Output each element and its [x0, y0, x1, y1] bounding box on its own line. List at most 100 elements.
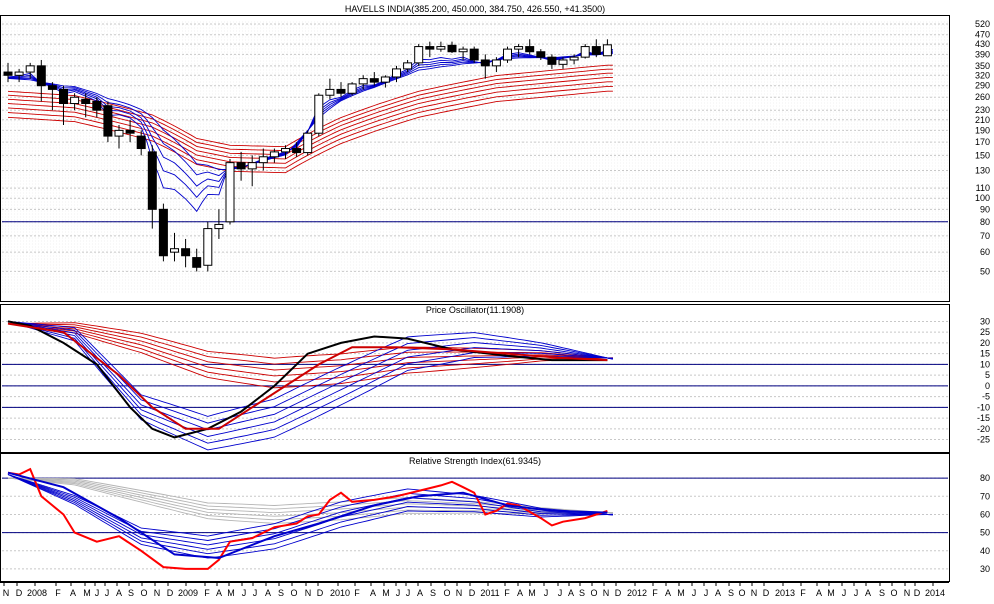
price-candle — [136, 130, 146, 156]
oscillator-tick-label: -20 — [977, 424, 990, 434]
price-candle — [392, 65, 401, 83]
price-candle — [547, 54, 557, 69]
candle-body — [569, 56, 579, 61]
price-tick-label: 430 — [975, 39, 990, 49]
oscillator-long-fan-line — [7, 323, 613, 383]
price-tick-label: 520 — [975, 19, 990, 29]
candle-body — [181, 248, 191, 257]
x-tick-label: J — [406, 588, 411, 598]
candle-body — [447, 44, 457, 53]
price-candle — [181, 238, 191, 268]
price-tick-label: 70 — [980, 231, 990, 241]
candle-body — [47, 85, 57, 90]
x-tick-label: A — [715, 588, 721, 598]
price-candle — [347, 82, 357, 96]
price-candle — [192, 248, 202, 272]
price-candle — [25, 62, 35, 79]
price-tick-label: 50 — [980, 266, 990, 276]
price-candle — [591, 39, 601, 58]
price-tick-label: 110 — [976, 183, 990, 193]
price-tick-label: 350 — [975, 61, 990, 71]
price-tick-label: 130 — [975, 165, 990, 175]
candle-body — [480, 59, 490, 67]
oscillator-tick-label: -25 — [977, 435, 990, 445]
candle-body — [558, 59, 568, 65]
candle-body — [347, 83, 357, 94]
oscillator-tick-label: 30 — [980, 316, 990, 326]
candle-body — [580, 46, 590, 58]
price-candle — [480, 54, 490, 79]
x-tick-label: O — [590, 588, 597, 598]
x-tick-label: F — [504, 588, 510, 598]
x-tick-label: F — [55, 588, 61, 598]
oscillator-tick-label: 5 — [985, 370, 990, 380]
x-tick-label: S — [879, 588, 885, 598]
price-candle — [358, 75, 368, 90]
price-candle — [491, 57, 501, 73]
oscillator-tick-label: 10 — [980, 359, 990, 369]
x-tick-label: J — [95, 588, 100, 598]
candle-body — [491, 59, 501, 67]
x-tick-label: N — [154, 588, 161, 598]
price-candle — [569, 54, 579, 65]
x-tick-label: F — [354, 588, 360, 598]
candle-body — [225, 162, 235, 223]
oscillator-panel-frame — [0, 304, 950, 453]
candle-body — [392, 68, 401, 78]
candle-body — [547, 56, 557, 65]
price-candle — [503, 46, 512, 63]
price-panel-frame — [0, 15, 950, 302]
oscillator-tick-label: -10 — [977, 402, 990, 412]
candle-body — [114, 129, 124, 137]
x-tick-label: M — [382, 588, 390, 598]
oscillator-tick-label: 0 — [985, 381, 990, 391]
x-tick-label: A — [116, 588, 122, 598]
rsi-grid — [2, 477, 948, 570]
price-candle — [258, 148, 268, 171]
price-candle — [14, 68, 24, 83]
price-tick-label: 100 — [975, 193, 990, 203]
candle-body — [281, 148, 290, 153]
price-candle — [158, 203, 168, 262]
candle-body — [158, 208, 168, 257]
x-tick-label: S — [128, 588, 134, 598]
x-tick-label: J — [242, 588, 247, 598]
candle-body — [14, 71, 24, 76]
candle-body — [92, 100, 102, 111]
oscillator-short-fan-line — [7, 320, 613, 437]
rsi-long-fan-line — [7, 477, 613, 521]
price-candle — [525, 39, 535, 55]
candle-body — [81, 98, 91, 105]
x-tick-label: J — [105, 588, 110, 598]
price-candle — [414, 44, 424, 66]
oscillator-long-fan-line — [7, 323, 613, 365]
x-tick-label: A — [517, 588, 523, 598]
x-tick-label: J — [854, 588, 859, 598]
oscillator-tick-label: 15 — [980, 349, 990, 359]
long-moving-average-line — [7, 64, 613, 148]
candle-body — [591, 46, 601, 55]
candle-body — [303, 132, 313, 154]
oscillator-tick-label: -5 — [982, 392, 990, 402]
x-tick-label: S — [579, 588, 585, 598]
candle-body — [458, 48, 468, 53]
x-tick-label: M — [677, 588, 685, 598]
price-tick-label: 260 — [975, 92, 990, 102]
candle-body — [25, 65, 35, 73]
rsi-main-line — [7, 471, 608, 560]
candle-body — [292, 148, 302, 154]
x-tick-label: 2009 — [178, 588, 198, 598]
price-grid — [2, 21, 948, 293]
candle-body — [525, 46, 535, 53]
candle-body — [3, 71, 13, 76]
x-tick-label: J — [842, 588, 847, 598]
price-tick-label: 170 — [975, 137, 990, 147]
candle-body — [70, 96, 80, 105]
price-tick-label: 150 — [975, 150, 990, 160]
x-tick-label: A — [568, 588, 574, 598]
x-axis-labels: N D 2008 F A M J J A S O N D 2009 F A M J J A S O N D 2010 F A M J J A… — [0, 582, 949, 598]
oscillator-lines — [7, 320, 613, 451]
price-candle — [269, 148, 279, 163]
x-tick-label: A — [865, 588, 871, 598]
